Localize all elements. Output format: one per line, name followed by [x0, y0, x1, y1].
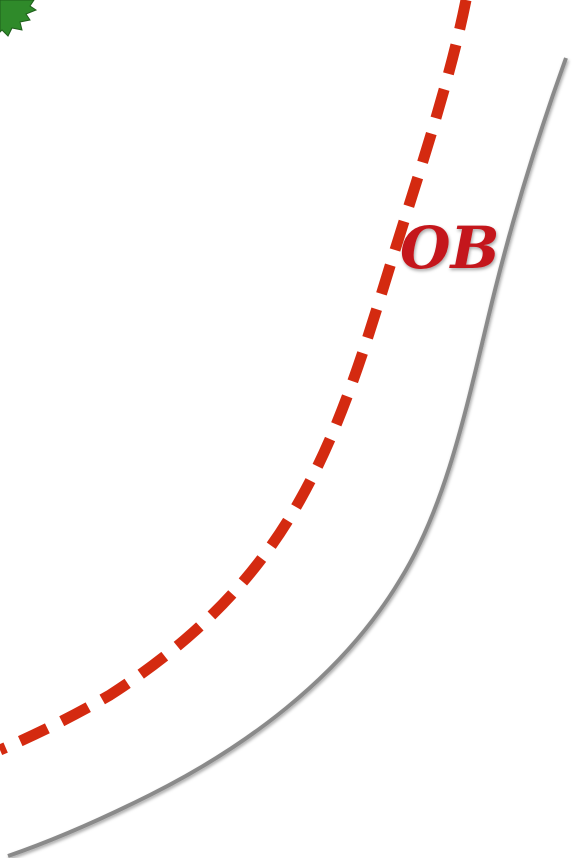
page: OB (() => { const data = JSON.parse(docu…: [0, 0, 577, 858]
background: [0, 0, 577, 858]
ob-label: OB: [400, 214, 500, 282]
course-map: OB: [0, 0, 577, 858]
